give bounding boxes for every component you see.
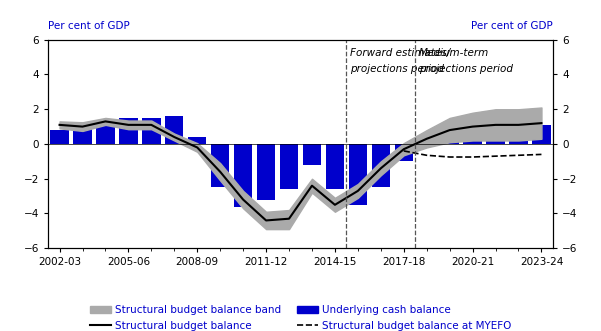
Bar	[280, 144, 298, 189]
Bar	[532, 125, 551, 144]
Bar	[509, 125, 528, 144]
Bar	[50, 130, 69, 144]
Text: Medium-term: Medium-term	[419, 48, 489, 58]
Bar	[142, 118, 160, 144]
Bar	[211, 144, 230, 187]
Bar	[188, 137, 206, 144]
Bar	[418, 142, 436, 144]
Bar	[234, 144, 252, 207]
Bar	[486, 126, 505, 144]
Bar	[441, 133, 459, 144]
Text: projections period: projections period	[419, 64, 513, 74]
Bar	[463, 130, 482, 144]
Text: Per cent of GDP: Per cent of GDP	[48, 21, 130, 31]
Bar	[371, 144, 390, 187]
Text: Forward estimates/: Forward estimates/	[350, 48, 450, 58]
Legend: Structural budget balance band, Structural budget balance, Underlying cash balan: Structural budget balance band, Structur…	[86, 301, 515, 331]
Bar	[395, 144, 413, 161]
Bar	[349, 144, 367, 205]
Text: Per cent of GDP: Per cent of GDP	[471, 21, 553, 31]
Bar	[119, 118, 138, 144]
Bar	[96, 119, 115, 144]
Bar	[303, 144, 321, 165]
Bar	[257, 144, 275, 200]
Text: projections period: projections period	[350, 64, 444, 74]
Bar	[326, 144, 344, 189]
Bar	[73, 128, 92, 144]
Bar	[165, 116, 183, 144]
